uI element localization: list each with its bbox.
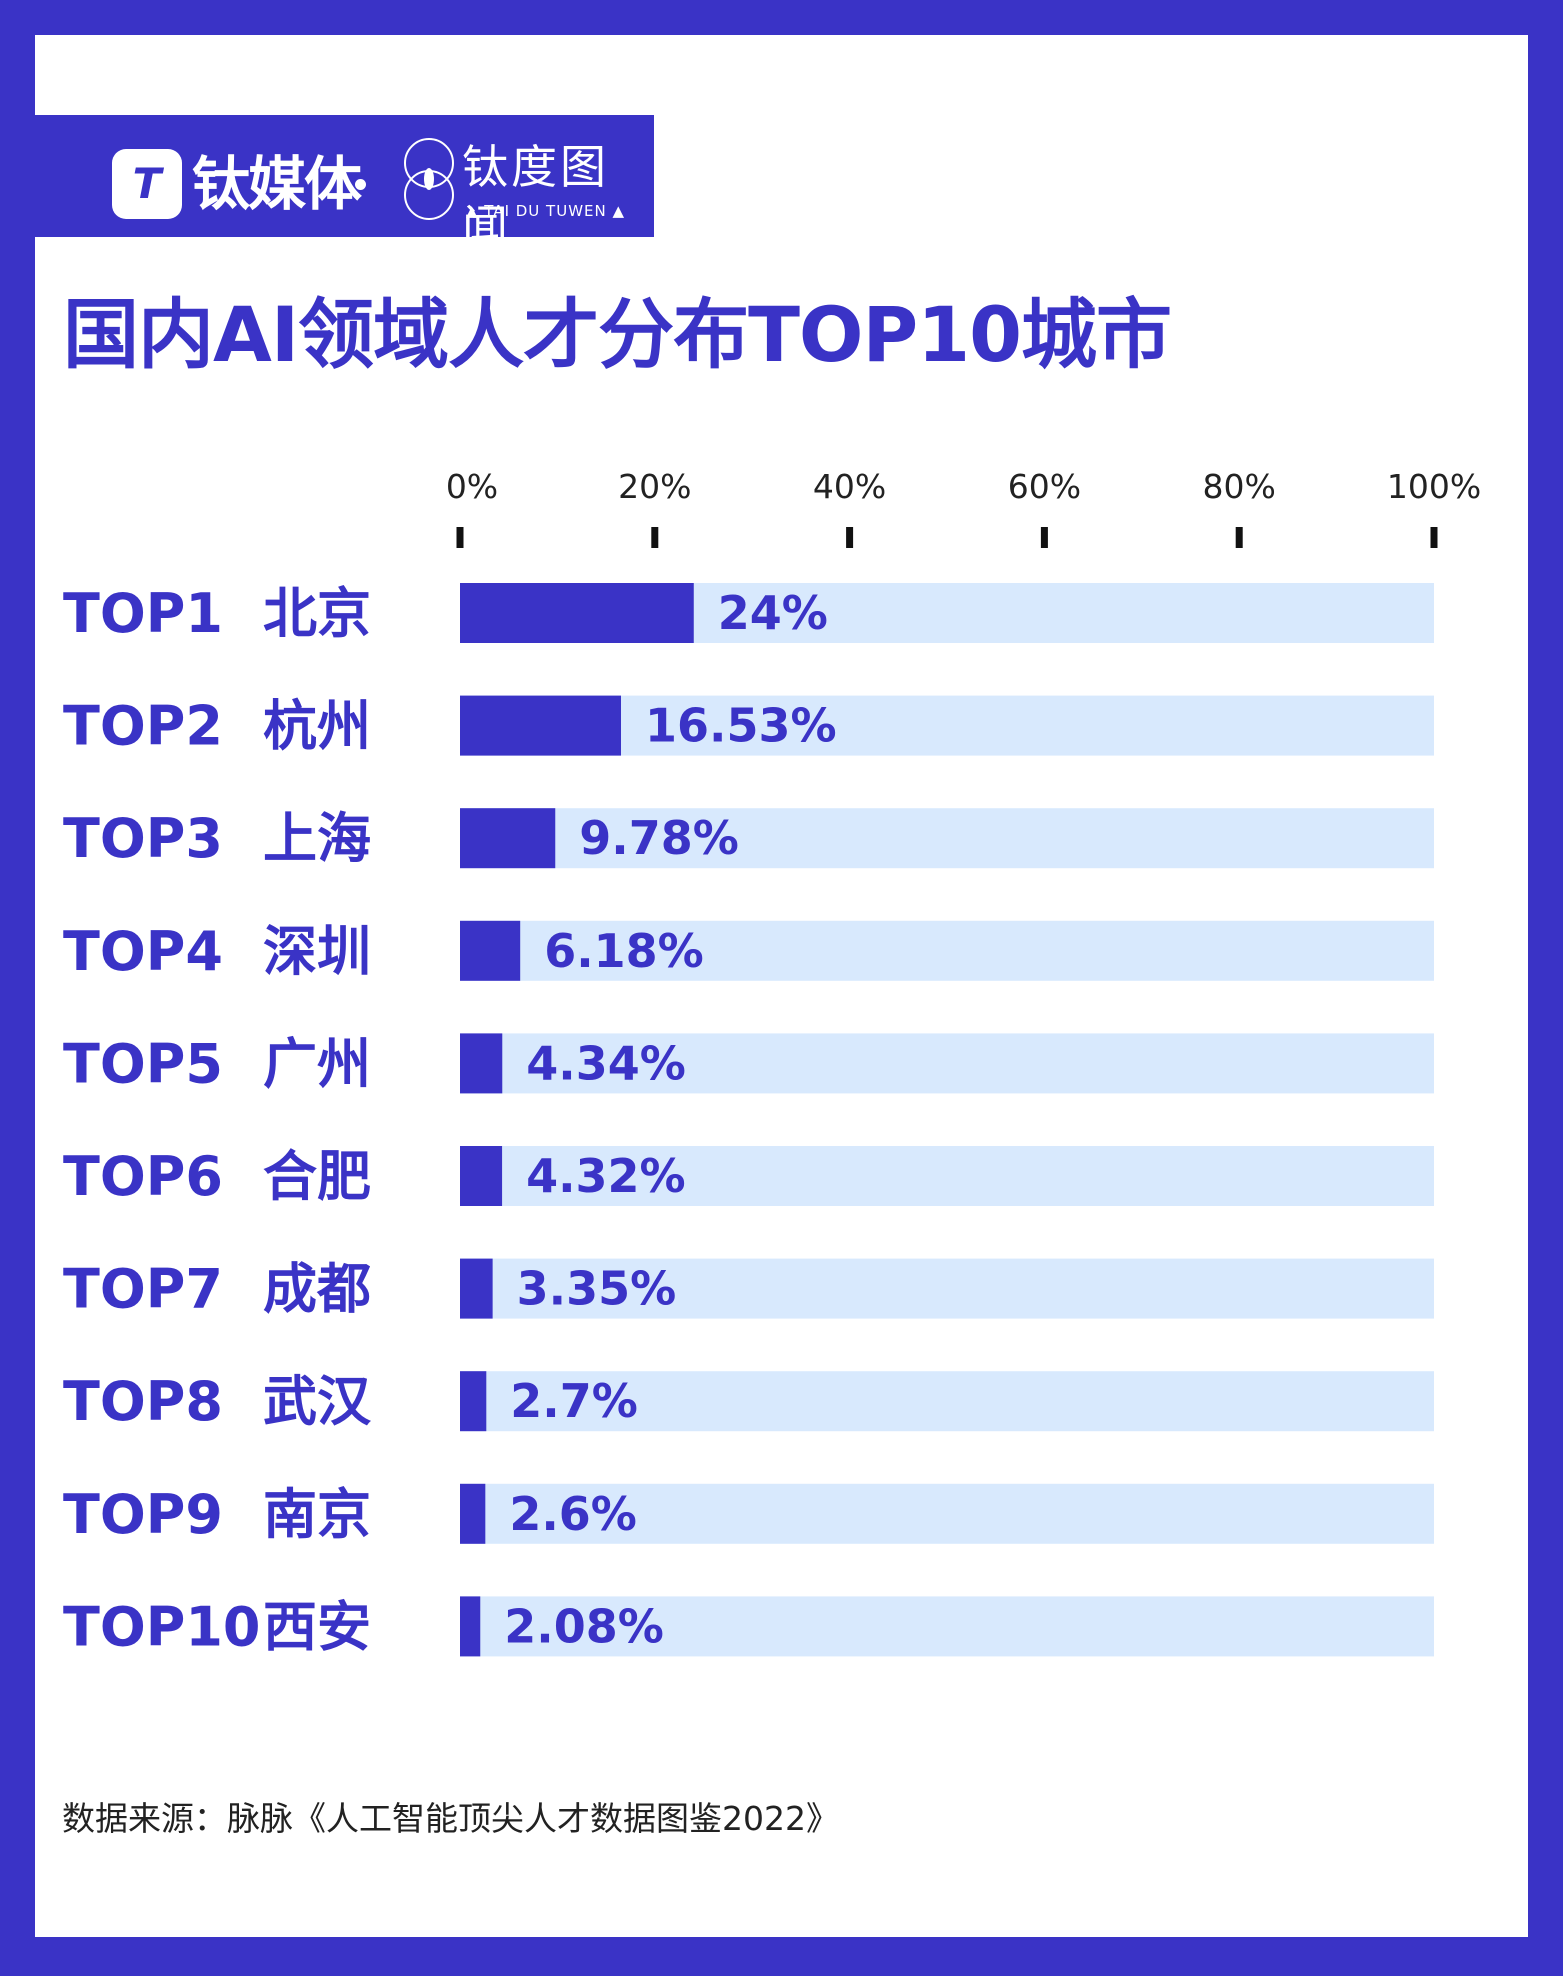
- bar: [460, 920, 521, 981]
- city-label: 广州: [263, 1032, 371, 1095]
- bar-chart: 0% 20% 40% 60% 80% 100% TOP1 北京 24% TOP2 杭州 16.53% T…: [63, 467, 1481, 1658]
- x-tick-mark: [846, 527, 854, 548]
- bar: [460, 1033, 503, 1094]
- data-label: 24%: [718, 586, 828, 640]
- data-label: 3.35%: [517, 1262, 677, 1316]
- bar: [460, 695, 622, 756]
- x-tick-label: 20%: [618, 467, 691, 506]
- bar-track: [460, 1596, 1434, 1657]
- bar: [460, 1371, 487, 1432]
- eye-logo-icon: [404, 138, 454, 220]
- bar: [460, 1258, 493, 1319]
- x-tick-mark: [1430, 527, 1438, 548]
- x-tick-label: 80%: [1203, 467, 1276, 506]
- bar: [460, 1596, 481, 1657]
- city-label: 杭州: [263, 695, 371, 758]
- brand-logo-icon: T: [112, 149, 182, 219]
- rank-label: TOP7: [63, 1258, 223, 1321]
- city-label: 成都: [263, 1258, 371, 1321]
- bar-track: [460, 1146, 1434, 1206]
- x-tick-mark: [651, 527, 659, 548]
- x-tick-mark: [456, 527, 464, 548]
- city-label: 南京: [263, 1483, 371, 1546]
- rank-label: TOP4: [63, 920, 223, 983]
- city-label: 上海: [263, 807, 371, 870]
- city-label: 西安: [263, 1595, 371, 1658]
- rank-label: TOP9: [63, 1483, 223, 1546]
- x-tick-label: 40%: [813, 467, 886, 506]
- rank-label: TOP2: [63, 695, 223, 758]
- bar-track: [460, 695, 1434, 756]
- x-tick-mark: [1235, 527, 1243, 548]
- data-label: 9.78%: [579, 811, 739, 865]
- brand-sub-name-en: ▲ TAI DU TUWEN ▲: [466, 202, 626, 220]
- bar-track: [460, 920, 1434, 981]
- infographic-frame: T 钛媒体 钛度图闻 ▲ TAI DU TUWEN ▲ 国内AI领域人才分布TO…: [35, 35, 1528, 1937]
- data-label: 6.18%: [544, 924, 704, 978]
- x-tick-mark: [1040, 527, 1048, 548]
- rank-label: TOP6: [63, 1145, 223, 1208]
- bar-track: [460, 808, 1434, 869]
- x-tick-label: 0%: [446, 467, 498, 506]
- bar-track: [460, 1483, 1434, 1544]
- brand-sub-name: 钛度图闻: [462, 140, 609, 254]
- bar-track: [460, 1371, 1434, 1432]
- city-label: 深圳: [263, 920, 371, 983]
- city-label: 武汉: [263, 1370, 372, 1433]
- data-label: 16.53%: [645, 699, 837, 753]
- brand-separator-dot: [355, 179, 366, 190]
- x-tick-label: 60%: [1008, 467, 1081, 506]
- bar: [460, 808, 556, 869]
- rank-label: TOP1: [63, 582, 223, 645]
- data-source-note: 数据来源：脉脉《人工智能顶尖人才数据图鉴2022》: [62, 1799, 839, 1838]
- bar: [460, 1146, 503, 1206]
- rank-label: TOP8: [63, 1370, 223, 1433]
- bar: [460, 1483, 486, 1544]
- bar-track: [460, 1033, 1434, 1094]
- data-label: 2.6%: [509, 1487, 637, 1541]
- city-label: 北京: [263, 582, 371, 645]
- rank-label: TOP10: [63, 1595, 260, 1658]
- data-label: 2.08%: [504, 1599, 664, 1653]
- city-label: 合肥: [263, 1145, 371, 1208]
- brand-banner: T 钛媒体 钛度图闻 ▲ TAI DU TUWEN ▲: [35, 115, 654, 254]
- chart-title: 国内AI领域人才分布TOP10城市: [63, 290, 1172, 379]
- bar-track: [460, 1258, 1434, 1319]
- data-label: 4.32%: [526, 1149, 686, 1203]
- x-tick-label: 100%: [1387, 467, 1481, 506]
- rank-label: TOP3: [63, 807, 223, 870]
- data-label: 2.7%: [510, 1374, 638, 1428]
- brand-name: 钛媒体: [192, 150, 362, 218]
- bar: [460, 583, 694, 643]
- rank-label: TOP5: [63, 1032, 223, 1095]
- data-label: 4.34%: [526, 1036, 686, 1090]
